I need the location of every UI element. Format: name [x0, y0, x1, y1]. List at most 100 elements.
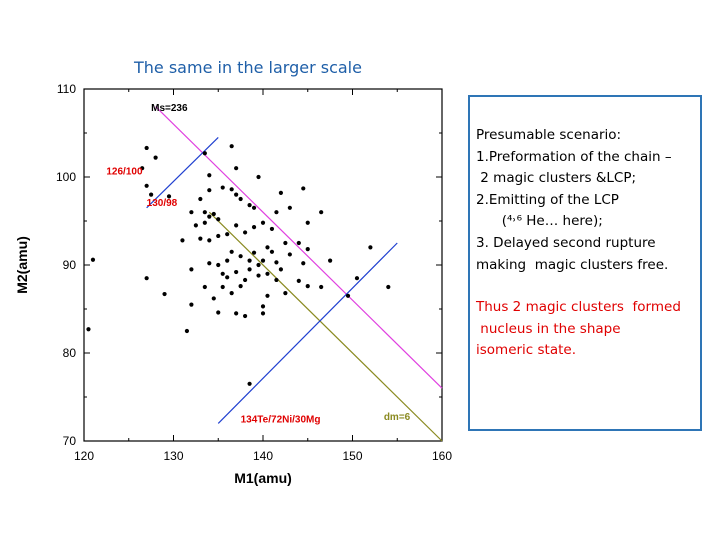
- scenario-line: 1.Preformation of the chain –: [476, 148, 672, 165]
- y-tick-label: 90: [63, 258, 77, 272]
- data-point: [216, 262, 221, 268]
- reference-line: [208, 211, 443, 442]
- x-tick-label: 140: [253, 449, 273, 463]
- x-tick-label: 150: [342, 449, 362, 463]
- data-point: [207, 188, 212, 193]
- data-point: [269, 249, 275, 254]
- data-point: [243, 313, 248, 319]
- axes: 120 130 140 150 160 70 80 90 100 110 M1(amu) M2(amu…: [14, 82, 452, 486]
- data-point: [260, 220, 266, 225]
- data-point: [345, 293, 351, 298]
- data-point: [301, 261, 306, 266]
- slide-title: The same in the larger scale: [134, 58, 362, 77]
- data-point: [243, 230, 248, 235]
- data-point: [247, 267, 252, 272]
- reference-line: [146, 136, 219, 209]
- annotation-label: 134Te/72Ni/30Mg: [241, 415, 321, 426]
- data-point: [229, 144, 234, 149]
- data-point: [260, 258, 266, 263]
- data-point: [274, 260, 279, 265]
- data-point: [189, 210, 194, 215]
- data-point: [265, 271, 270, 276]
- data-point: [386, 284, 391, 290]
- data-point: [251, 225, 257, 230]
- data-point: [144, 145, 149, 151]
- data-point: [247, 381, 252, 386]
- data-point: [216, 217, 221, 222]
- y-tick-label: 80: [63, 346, 77, 360]
- data-point: [229, 249, 234, 254]
- data-point: [238, 284, 243, 289]
- scenario-heading: Presumable scenario:: [476, 127, 622, 143]
- data-point: [207, 173, 212, 178]
- data-point: [162, 291, 167, 297]
- data-point: [198, 236, 203, 241]
- data-point: [180, 238, 185, 243]
- data-point: [296, 278, 301, 283]
- reference-line: [217, 242, 398, 424]
- data-point: [189, 302, 194, 307]
- y-tick-label: 70: [63, 434, 77, 448]
- data-point: [283, 291, 288, 296]
- scatter-chart: 120 130 140 150 160 70 80 90 100 110 M1(amu) M2(amu…: [14, 82, 452, 486]
- annotations: Ms=236 126/100 130/98 134Te/72Ni/30Mg dm=6: [106, 103, 410, 426]
- data-point: [234, 166, 239, 171]
- reference-line: [155, 106, 443, 389]
- y-tick-label: 110: [57, 82, 76, 96]
- data-point: [202, 284, 207, 290]
- data-point: [274, 277, 279, 283]
- data-point: [278, 190, 283, 195]
- data-point: [140, 166, 145, 171]
- data-point: [198, 196, 203, 202]
- scenario-line: 2.Emitting of the LCP: [476, 191, 619, 208]
- data-point: [319, 284, 324, 290]
- data-point: [234, 269, 239, 275]
- data-point: [247, 258, 252, 263]
- data-point: [193, 223, 198, 228]
- reference-lines: [146, 106, 443, 442]
- y-axis-label: M2(amu): [14, 236, 30, 294]
- data-point: [238, 196, 243, 202]
- data-point: [207, 238, 212, 243]
- data-point: [202, 210, 207, 215]
- data-point: [251, 250, 257, 255]
- data-point: [238, 254, 243, 259]
- data-point: [211, 296, 216, 301]
- data-point: [319, 210, 324, 215]
- data-point: [247, 203, 252, 208]
- data-point: [202, 220, 207, 225]
- scenario-textbox: Presumable scenario: 1.Preformation of t…: [468, 95, 702, 431]
- data-point: [283, 240, 288, 246]
- data-point: [220, 271, 225, 276]
- data-point: [234, 223, 239, 228]
- data-point: [225, 258, 230, 263]
- annotation-label: 130/98: [147, 198, 178, 209]
- data-point: [305, 247, 310, 252]
- x-tick-label: 130: [163, 449, 183, 463]
- data-point: [229, 291, 234, 296]
- data-point: [287, 205, 292, 210]
- annotation-label: Ms=236: [151, 103, 188, 114]
- x-axis-label: M1(amu): [234, 470, 292, 486]
- scenario-line: 3. Delayed second rupture: [476, 234, 656, 251]
- scenario-line: making magic clusters free.: [476, 256, 669, 273]
- data-point: [274, 210, 279, 215]
- data-point: [251, 205, 257, 210]
- data-point: [220, 185, 225, 190]
- data-point: [184, 328, 190, 334]
- data-point: [216, 233, 221, 239]
- x-tick-label: 160: [432, 449, 452, 463]
- data-point: [265, 245, 270, 250]
- annotation-label: dm=6: [384, 412, 411, 423]
- x-tick-label: 120: [74, 449, 94, 463]
- data-point: [234, 311, 239, 316]
- data-point: [260, 304, 266, 309]
- data-point: [202, 151, 207, 156]
- spacer: [476, 276, 694, 297]
- data-points: [86, 144, 391, 386]
- y-tick-label: 100: [56, 170, 76, 184]
- data-point: [368, 245, 373, 250]
- data-point: [207, 261, 212, 266]
- data-point: [153, 155, 158, 160]
- data-point: [225, 275, 230, 280]
